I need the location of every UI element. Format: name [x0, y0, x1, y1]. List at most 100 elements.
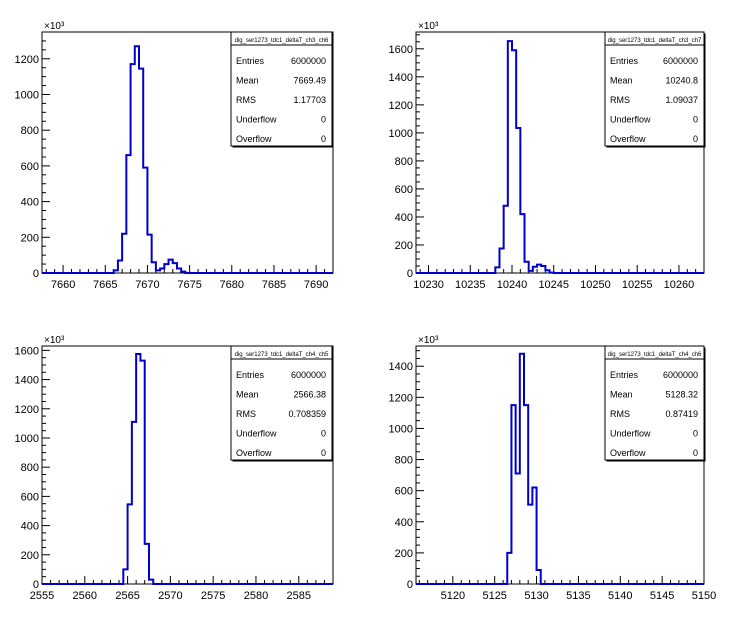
stats-row-label: Overflow	[610, 448, 646, 458]
stats-box: dig_ser1273_tdc1_deltaT_ch4_ch6 Entries 60…	[604, 345, 706, 462]
y-tick-label: 1400	[15, 375, 39, 387]
y-tick-label: 600	[395, 184, 413, 196]
stats-row-label: Underflow	[236, 429, 277, 439]
y-tick-label: 1000	[389, 128, 413, 140]
stats-row-label: Overflow	[236, 134, 272, 144]
histogram-panel-2: 10230 10235 10240 10245 10250 10255 10260 0 200 4…	[389, 21, 706, 291]
y-tick-label: 1000	[389, 423, 413, 435]
x-tick-label: 2555	[30, 590, 54, 602]
x-tick-label: 5135	[566, 590, 590, 602]
stats-row-label: RMS	[236, 95, 256, 105]
stats-row-label: Underflow	[236, 115, 277, 125]
stats-box-title: dig_ser1273_tdc1_deltaT_ch4_ch6	[608, 352, 702, 358]
y-tick-label: 200	[21, 550, 39, 562]
y-tick-label: 400	[21, 521, 39, 533]
y-tick-label: 0	[33, 579, 39, 591]
stats-box-frame	[604, 345, 705, 461]
x-tick-label: 7685	[262, 279, 286, 291]
y-tick-label: 600	[395, 486, 413, 498]
y-tick-label: 400	[395, 517, 413, 529]
stats-row-label: Mean	[236, 76, 259, 86]
x-tick-label: 5140	[608, 590, 632, 602]
x-tick-label: 2570	[158, 590, 182, 602]
stats-row-value: 6000000	[663, 56, 698, 66]
stats-row-value: 0	[693, 448, 698, 458]
histogram-panel-3: 2555 2560 2565 2570 2575 2580 2585 0 200 400 600 80…	[15, 335, 334, 602]
histogram-series-line	[416, 352, 704, 585]
y-tick-label: 200	[395, 548, 413, 560]
stats-row-label: Mean	[610, 390, 633, 400]
y-tick-label: 1200	[389, 100, 413, 112]
stats-row-label: Entries	[610, 370, 639, 380]
stats-row-label: Overflow	[236, 448, 272, 458]
stats-row-value: 0	[693, 134, 698, 144]
stats-row-value: 2566.38	[293, 390, 326, 400]
x-tick-label: 10250	[580, 279, 611, 291]
stats-box-title: dig_ser1273_tdc1_deltaT_ch3_ch6	[235, 38, 329, 44]
y-tick-label: 0	[33, 268, 39, 280]
stats-box-title: dig_ser1273_tdc1_deltaT_ch4_ch5	[235, 352, 329, 358]
stats-row-label: Mean	[236, 390, 259, 400]
stats-box-title: dig_ser1273_tdc1_deltaT_ch3_ch7	[608, 38, 702, 44]
histogram-series-line	[42, 45, 333, 274]
y-tick-label: 800	[21, 462, 39, 474]
x-tick-label: 5130	[524, 590, 548, 602]
stats-row-value: 0	[693, 429, 698, 439]
stats-row-value: 0	[321, 134, 326, 144]
stats-box-frame	[230, 345, 333, 461]
y-tick-label: 800	[395, 156, 413, 168]
x-tick-label: 10260	[664, 279, 695, 291]
stats-row-label: Entries	[236, 56, 265, 66]
x-tick-label: 7680	[220, 279, 244, 291]
stats-row-value: 7669.49	[293, 76, 326, 86]
x-tick-label: 2565	[115, 590, 139, 602]
stats-row-label: RMS	[610, 95, 630, 105]
x-tick-label: 10240	[497, 279, 528, 291]
x-tick-label: 7665	[93, 279, 117, 291]
stats-row-label: Underflow	[610, 115, 651, 125]
x-tick-label: 10230	[413, 279, 444, 291]
x-tick-label: 7675	[177, 279, 201, 291]
y-tick-label: 600	[21, 491, 39, 503]
histogram-series-line	[42, 353, 333, 585]
histogram-panel-4: 5120 5125 5130 5135 5140 5145 5150 0 200 400 600 80…	[389, 335, 717, 602]
stats-box-frame	[604, 31, 705, 147]
x-tick-label: 2585	[287, 590, 311, 602]
stats-box: dig_ser1273_tdc1_deltaT_ch3_ch6 Entries 60…	[230, 31, 334, 148]
y-tick-label: 1600	[389, 44, 413, 56]
stats-row-value: 0.87419	[665, 409, 698, 419]
y-tick-label: 200	[395, 240, 413, 252]
x-tick-label: 5120	[441, 590, 465, 602]
histogram-panel-1: 7660 7665 7670 7675 7680 7685 7690 0 200 400 600 80…	[15, 21, 334, 291]
x-tick-label: 7660	[51, 279, 75, 291]
x-tick-label: 5145	[650, 590, 674, 602]
y-exponent-label: ×10³	[44, 335, 65, 346]
y-tick-label: 1200	[15, 404, 39, 416]
stats-row-value: 0.708359	[288, 409, 326, 419]
stats-box-frame	[230, 31, 333, 147]
stats-row-label: RMS	[236, 409, 256, 419]
stats-row-value: 10240.8	[665, 76, 698, 86]
x-tick-label: 10255	[622, 279, 653, 291]
stats-row-value: 1.17703	[293, 95, 326, 105]
y-tick-label: 1000	[15, 433, 39, 445]
stats-row-label: Overflow	[610, 134, 646, 144]
x-tick-label: 10245	[538, 279, 569, 291]
y-tick-label: 400	[395, 212, 413, 224]
x-tick-label: 2560	[73, 590, 97, 602]
y-exponent-label: ×10³	[418, 335, 439, 346]
y-tick-label: 0	[407, 268, 413, 280]
stats-row-value: 6000000	[291, 370, 326, 380]
y-tick-label: 800	[395, 455, 413, 467]
stats-row-label: Mean	[610, 76, 633, 86]
y-tick-label: 400	[21, 197, 39, 209]
stats-row-value: 0	[321, 115, 326, 125]
y-tick-label: 1000	[15, 89, 39, 101]
histogram-series-line	[416, 40, 704, 274]
stats-row-value: 5128.32	[665, 390, 698, 400]
y-tick-label: 0	[407, 579, 413, 591]
y-tick-label: 200	[21, 232, 39, 244]
stats-row-label: Entries	[610, 56, 639, 66]
stats-box: dig_ser1273_tdc1_deltaT_ch4_ch5 Entries 60…	[230, 345, 334, 462]
stats-row-label: RMS	[610, 409, 630, 419]
